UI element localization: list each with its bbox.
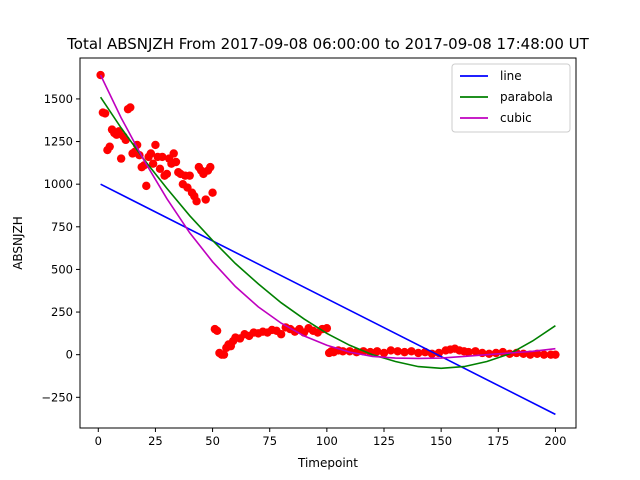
observed-point <box>185 171 194 180</box>
observed-point <box>393 347 402 356</box>
series-line-parabola <box>99 96 556 370</box>
observed-point <box>212 326 222 336</box>
observed-point <box>526 350 535 359</box>
y-tick-label: −250 <box>41 390 73 404</box>
x-tick-label: 100 <box>316 434 338 448</box>
observed-point <box>551 350 560 359</box>
observed-point <box>386 346 396 355</box>
series-line-cubic <box>99 74 556 360</box>
observed-point <box>276 330 286 339</box>
series-line-line <box>100 183 556 416</box>
observed-point <box>169 149 178 158</box>
observed-point <box>121 135 130 145</box>
chart-title: Total ABSNJZH From 2017-09-08 06:00:00 t… <box>66 35 589 53</box>
observed-point <box>414 348 423 358</box>
x-tick-label: 175 <box>487 434 509 448</box>
y-tick-label: 1500 <box>44 92 73 106</box>
legend-label-parabola: parabola <box>500 90 553 104</box>
observed-point <box>539 350 549 359</box>
observed-point <box>146 149 156 158</box>
observed-point <box>148 159 158 168</box>
x-axis-label: Timepoint <box>297 456 358 470</box>
y-axis-label: ABSNJZH <box>11 216 25 270</box>
y-tick-label: 250 <box>51 305 73 319</box>
legend-label-cubic: cubic <box>500 111 532 125</box>
observed-point <box>379 348 389 358</box>
observed-point <box>192 197 201 206</box>
observed-point <box>105 142 114 151</box>
y-tick-label: 1000 <box>44 177 73 191</box>
observed-point <box>162 169 172 179</box>
legend-label-line: line <box>500 69 522 83</box>
x-tick-label: 150 <box>430 434 452 448</box>
observed-point <box>400 347 409 357</box>
y-tick-label: 0 <box>66 348 73 362</box>
x-tick-label: 50 <box>205 434 220 448</box>
observed-point <box>464 347 473 357</box>
x-tick-label: 0 <box>95 434 102 448</box>
observed-point <box>116 154 126 163</box>
legend: line parabola cubic <box>451 63 571 133</box>
fit-lines <box>99 74 556 416</box>
observed-point <box>142 181 151 191</box>
x-tick-label: 25 <box>148 434 163 448</box>
observed-point <box>126 103 135 112</box>
x-tick-label: 75 <box>262 434 277 448</box>
x-axis: 0 25 50 75 100 125 150 175 200 <box>95 428 566 448</box>
observed-point <box>171 157 181 167</box>
observed-point <box>372 347 382 356</box>
y-tick-label: 1250 <box>44 135 73 149</box>
x-tick-label: 125 <box>373 434 395 448</box>
y-tick-label: 750 <box>51 220 73 234</box>
observed-point <box>158 152 167 162</box>
plot-frame <box>79 57 577 429</box>
observed-point <box>491 348 501 358</box>
observed-point <box>96 70 105 80</box>
observed-point <box>155 164 165 174</box>
observed-points <box>96 70 560 359</box>
y-tick-label: 500 <box>51 262 73 276</box>
observed-point <box>100 109 110 118</box>
observed-point <box>201 195 210 204</box>
observed-point <box>219 350 229 359</box>
y-axis: −250 0 250 500 750 1000 1250 1500 <box>41 92 80 404</box>
observed-point <box>471 347 480 356</box>
observed-point <box>322 324 332 333</box>
x-tick-label: 200 <box>544 434 566 448</box>
observed-point <box>208 188 217 197</box>
observed-point <box>151 140 160 150</box>
legend-box <box>451 63 571 133</box>
observed-point <box>206 162 215 172</box>
observed-point <box>407 347 416 356</box>
